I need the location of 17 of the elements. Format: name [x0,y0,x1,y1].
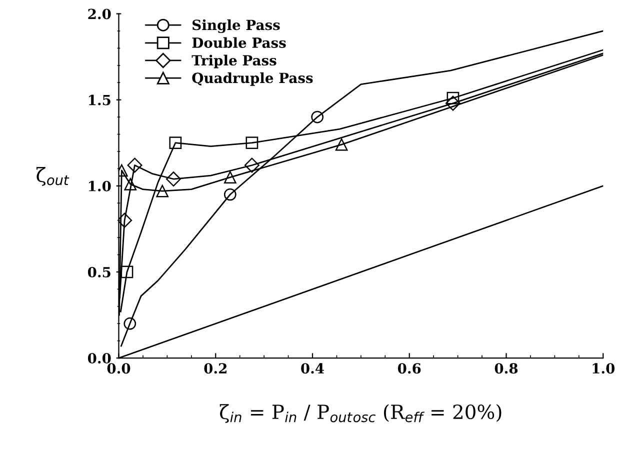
x-tick-label: 0.2 [204,363,226,374]
legend-label: Double Pass [192,37,286,48]
y-tick-label: 1.5 [88,94,110,106]
y-axis-title: ζ$_{out}$ [36,167,70,186]
y-tick-label: 1.0 [88,180,111,192]
x-tick-label: 0.4 [301,363,324,374]
text: ζ$_{in}$ = P$_{in}$ / P$_{outosc}$ (R$_{eff}$ = 20%) [220,404,502,423]
y-tick-label: 2.0 [88,8,111,20]
y-tick-label: 0.0 [88,352,111,364]
y-tick-label: 0.5 [88,266,110,278]
x-tick-label: 0.0 [107,363,130,374]
legend-label: Triple Pass [192,54,276,68]
x-tick-label: 0.6 [398,363,421,374]
legend-label: Single Pass [192,19,280,34]
legend-label: Quadruple Pass [192,72,313,86]
x-tick-label: 0.8 [494,363,518,374]
x-tick-label: 1.0 [592,363,615,374]
